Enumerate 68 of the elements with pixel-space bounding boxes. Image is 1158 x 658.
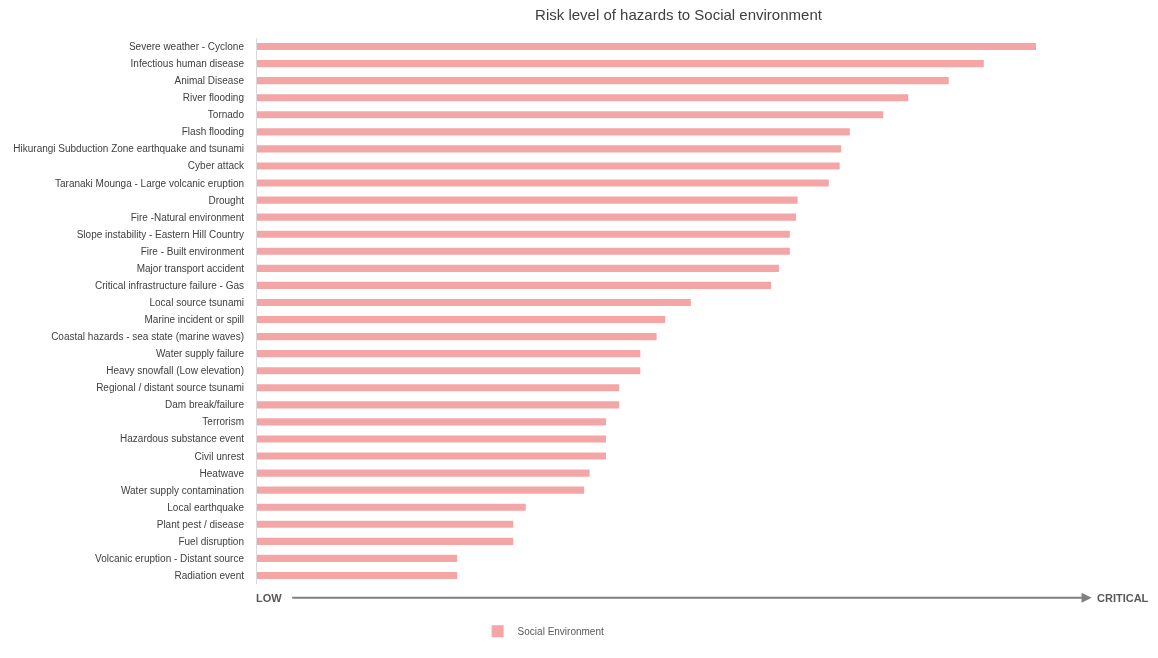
y-tick-label: Taranaki Mounga - Large volcanic eruption: [55, 177, 244, 189]
bar: [257, 77, 949, 85]
y-tick-label: Heatwave: [199, 467, 245, 479]
text: LOW: [256, 592, 283, 604]
bar: [257, 520, 514, 528]
bar: [257, 111, 884, 119]
y-tick-label: Water supply failure: [156, 348, 245, 360]
y-tick-label: Major transport accident: [136, 262, 245, 274]
bar: [257, 333, 657, 341]
bar: [257, 315, 666, 324]
bar: [257, 281, 772, 289]
y-tick-label: Fuel disruption: [178, 535, 244, 547]
y-tick-label: Civil unrest: [194, 450, 245, 462]
bar: [257, 503, 526, 511]
bar: [257, 196, 798, 204]
bar: [257, 401, 620, 409]
bar: [257, 128, 850, 136]
bar: [257, 350, 641, 358]
y-tick-label: Local earthquake: [167, 501, 245, 513]
bar: [257, 230, 790, 238]
y-tick-label: Local source tsunami: [149, 296, 244, 308]
y-tick-label: Fire - Built environment: [140, 245, 245, 257]
y-tick-label: Animal Disease: [174, 75, 245, 87]
legend-label: Social Environment: [517, 626, 604, 638]
bar: [257, 469, 590, 477]
bar: [257, 418, 606, 426]
y-tick-label: Radiation event: [174, 569, 245, 581]
y-tick-label: Severe weather - Cyclone: [128, 41, 245, 53]
y-tick-label: Slope instability - Eastern Hill Country: [76, 228, 244, 240]
bar: [257, 213, 797, 221]
y-tick-label: Heavy snowfall (Low elevation): [106, 365, 244, 377]
y-tick-label: Terrorism: [202, 416, 244, 428]
y-tick-label: Regional / distant source tsunami: [96, 382, 244, 394]
bar: [257, 384, 620, 392]
bar: [257, 537, 514, 545]
y-tick-label: Hikurangi Subduction Zone earthquake and tsunami: [13, 143, 244, 155]
bar: [257, 367, 641, 375]
bar: [257, 42, 1036, 51]
y-tick-label: Volcanic eruption - Distant source: [95, 552, 245, 564]
y-tick-label: Coastal hazards - sea state (marine waves): [51, 331, 244, 343]
bar: [257, 571, 458, 580]
bar: [257, 452, 606, 460]
bar: [257, 179, 829, 187]
bar: [257, 162, 840, 170]
bar: [257, 298, 691, 307]
y-tick-label: Critical infrastructure failure - Gas: [95, 279, 244, 291]
y-tick-label: River flooding: [182, 92, 244, 104]
y-tick-label: Fire -Natural environment: [130, 211, 245, 223]
y-tick-label: Cyber attack: [187, 160, 245, 172]
bar: [257, 94, 909, 102]
y-tick-label: Flash flooding: [181, 126, 244, 138]
bar: [257, 435, 606, 443]
text: CRITICAL: [1097, 592, 1149, 604]
y-tick-label: Tornado: [207, 109, 245, 121]
y-tick-label: Dam break/failure: [165, 399, 245, 411]
bar: [257, 247, 790, 255]
y-tick-label: Drought: [208, 194, 245, 206]
y-tick-label: Infectious human disease: [130, 58, 245, 70]
chart-title: Risk level of hazards to Social environment: [535, 6, 823, 24]
bar: [257, 264, 779, 272]
y-tick-label: Plant pest / disease: [156, 518, 245, 530]
bar: [257, 486, 585, 494]
bar: [257, 60, 984, 68]
bar: [257, 554, 458, 562]
y-tick-label: Water supply contamination: [120, 484, 244, 496]
y-tick-label: Marine incident or spill: [144, 314, 244, 326]
bar: [257, 145, 842, 153]
y-tick-label: Hazardous substance event: [120, 433, 245, 445]
